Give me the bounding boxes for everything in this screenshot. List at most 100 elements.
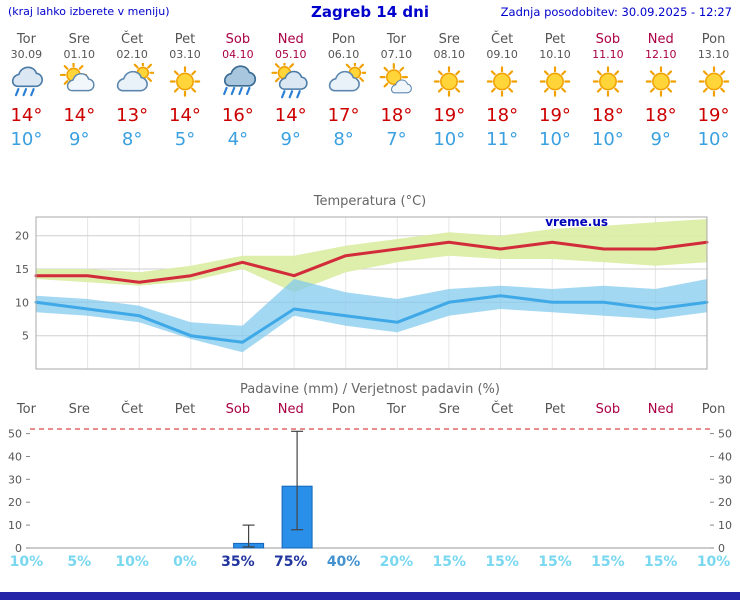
day-date: 02.10 (116, 48, 148, 61)
precip-probability: 10% (696, 554, 731, 570)
precip-day-label: Sob (595, 402, 621, 417)
day-name: Čet (491, 32, 514, 47)
bottom-menu-bar[interactable] (0, 592, 740, 600)
precip-probability: 75% (273, 554, 308, 570)
forecast-day[interactable]: Pon 13.10 19° 10° (687, 32, 740, 150)
day-date: 13.10 (697, 48, 730, 61)
day-name: Pet (174, 32, 196, 47)
precip-day-labels-row: Tor Sre Čet Pet Sob Ned Pon Tor Sre Čet Pet Sob Ned P… (0, 402, 740, 422)
low-temp: 9° (69, 129, 90, 150)
day-name: Čet (121, 32, 144, 47)
last-updated: Zadnja posodobitev: 30.09.2025 - 12:27 (500, 5, 732, 19)
page-title: Zagreb 14 dni (311, 3, 429, 21)
forecast-day[interactable]: Čet 02.10 13° 8° (106, 32, 159, 150)
forecast-day[interactable]: Ned 12.10 18° 9° (634, 32, 687, 150)
precip-day-label: Sre (68, 402, 90, 417)
forecast-day[interactable]: Sob 04.10 16° 4° (211, 32, 264, 150)
high-temp: 14° (169, 105, 201, 126)
day-date: 04.10 (222, 48, 254, 61)
spacer (0, 150, 740, 194)
forecast-day[interactable]: Pet 10.10 19° 10° (529, 32, 582, 150)
low-temp: 5° (174, 129, 196, 150)
forecast-day[interactable]: Pon 06.10 17° 8° (317, 32, 370, 150)
sunny-icon (634, 61, 687, 104)
day-name: Sob (595, 32, 621, 47)
menu-hint: (kraj lahko izberete v meniju) (8, 5, 170, 18)
precip-day-label: Tor (386, 402, 406, 417)
precipitation-chart-plot: 0 0 10 10 20 20 30 30 40 40 50 50 (8, 428, 732, 554)
day-name: Tor (16, 32, 36, 47)
forecast-day[interactable]: Sre 08.10 19° 10° (423, 32, 476, 150)
precip-probability: 15% (538, 554, 572, 570)
svg-text:40: 40 (718, 451, 732, 464)
high-temp: 18° (486, 105, 519, 126)
low-temp: 4° (227, 129, 249, 150)
mostly-cloudy-icon (106, 60, 159, 104)
high-temp: 17° (327, 105, 360, 126)
day-name: Pon (331, 32, 356, 47)
precip-day-label: Pon (701, 402, 726, 417)
sunny-icon (476, 61, 529, 104)
high-temp: 14° (63, 105, 96, 126)
precip-probability: 10% (9, 554, 44, 570)
temperature-chart-title: Temperatura (°C) (313, 194, 427, 209)
mostly-sunny-icon (370, 61, 423, 104)
forecast-day[interactable]: Ned 05.10 14° 9° (264, 32, 317, 150)
precip-probability: 15% (485, 554, 519, 570)
day-date: 03.10 (169, 48, 201, 61)
day-date: 08.10 (433, 48, 466, 61)
day-date: 05.10 (274, 48, 307, 61)
precip-probability: 5% (67, 554, 92, 570)
low-temp: 9° (280, 129, 301, 150)
low-temp: 10° (539, 129, 571, 150)
forecast-day[interactable]: Tor 07.10 18° 7° (370, 32, 423, 150)
forecast-day[interactable]: Čet 09.10 18° 11° (476, 32, 529, 150)
sunny-icon (529, 61, 582, 104)
precip-probability: 20% (379, 554, 414, 570)
day-name: Ned (277, 32, 304, 47)
day-name: Sre (68, 32, 90, 47)
temperature-chart: 5 10 15 20 vreme.us (0, 212, 740, 374)
high-temp: 19° (697, 105, 730, 126)
rain-icon (0, 61, 53, 104)
svg-text:0: 0 (718, 542, 725, 554)
forecast-strip: Tor 30.09 14° 10° Sre 01.10 14° 9° Čet 02.10 13° 8°… (0, 32, 740, 150)
day-date: 06.10 (327, 48, 360, 61)
svg-text:20: 20 (718, 496, 732, 509)
day-name: Tor (386, 32, 406, 47)
day-date: 11.10 (592, 48, 624, 61)
precip-day-label: Sre (438, 402, 460, 417)
day-date: 30.09 (10, 48, 43, 61)
precip-probability: 40% (326, 554, 361, 570)
forecast-day[interactable]: Sre 01.10 14° 9° (53, 32, 106, 150)
heavy-rain-icon (211, 61, 264, 104)
high-temp: 19° (539, 105, 571, 126)
svg-text:50: 50 (8, 428, 22, 441)
temperature-chart-plot: 5 10 15 20 (15, 216, 709, 370)
rain-sun-icon (264, 59, 317, 104)
low-temp: 10° (697, 129, 730, 150)
watermark: vreme.us (545, 215, 608, 229)
high-temp: 18° (644, 105, 677, 126)
forecast-day[interactable]: Sob 11.10 18° 10° (581, 32, 634, 150)
forecast-day[interactable]: Tor 30.09 14° 10° (0, 32, 53, 150)
svg-text:10: 10 (15, 296, 29, 309)
day-date: 01.10 (63, 48, 96, 61)
low-temp: 9° (650, 129, 671, 150)
precipitation-chart-title: Padavine (mm) / Verjetnost padavin (%) (240, 382, 500, 397)
sunny-icon (687, 61, 740, 104)
low-temp: 10° (10, 129, 43, 150)
svg-text:5: 5 (22, 330, 29, 343)
precip-day-label: Pet (174, 402, 196, 417)
forecast-day[interactable]: Pet 03.10 14° 5° (159, 32, 212, 150)
svg-text:50: 50 (718, 428, 732, 441)
precip-day-label: Ned (277, 402, 304, 417)
day-date: 12.10 (644, 48, 677, 61)
high-temp: 13° (116, 105, 149, 126)
low-temp: 8° (121, 129, 143, 150)
precip-probability-row: 10% 5% 10% 0% 35% 75% 40% 20% 15% 15% 15% 15% 15% 10% (0, 554, 740, 574)
low-temp: 8° (333, 129, 354, 150)
precip-day-label: Pet (544, 402, 566, 417)
low-temp: 10° (591, 129, 624, 150)
